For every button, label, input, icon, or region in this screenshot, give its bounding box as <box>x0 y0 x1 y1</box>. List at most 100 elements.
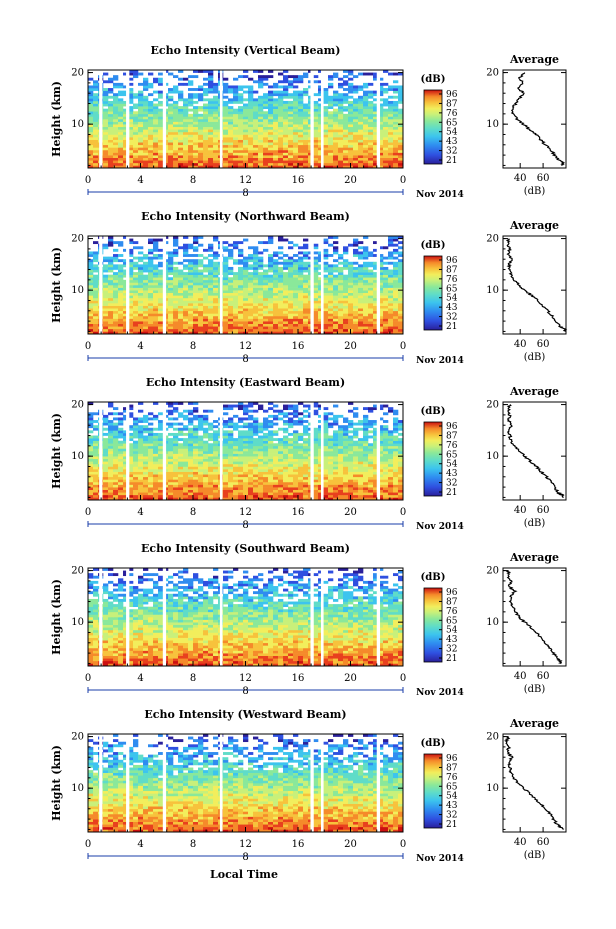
x-tick-label: 8 <box>190 839 196 850</box>
colorbar-tick-label: 21 <box>446 322 457 332</box>
colorbar-unit: (dB) <box>421 74 446 85</box>
colorbar-tick-label: 43 <box>446 469 458 479</box>
profile-y-tick-label: 10 <box>486 617 499 628</box>
data-gap <box>320 402 324 500</box>
heatmap-cells <box>88 236 404 335</box>
colorbar-tick-label: 32 <box>446 645 457 655</box>
colorbar-unit: (dB) <box>421 406 446 417</box>
colorbar-tick-label: 43 <box>446 801 458 811</box>
profile-frame <box>502 567 567 667</box>
x-tick-label: 8 <box>190 507 196 518</box>
data-gap <box>310 734 314 832</box>
x-tick-label: 20 <box>344 175 357 186</box>
data-gap <box>310 568 314 666</box>
date-label: Nov 2014 <box>416 522 464 532</box>
profile-x-tick-label: 60 <box>537 837 550 848</box>
profile-y-tick-label: 20 <box>486 400 499 411</box>
profile-y-tick-label: 20 <box>486 234 499 245</box>
colorbar-tick-label: 87 <box>446 265 458 275</box>
data-gap <box>162 402 167 500</box>
data-gap <box>310 236 314 334</box>
data-gap <box>320 70 324 168</box>
panel-title: Echo Intensity (Eastward Beam) <box>146 376 345 389</box>
x-tick-label: 20 <box>344 673 357 684</box>
y-axis-label: Height (km) <box>50 745 63 821</box>
x-tick-label: 20 <box>344 839 357 850</box>
colorbar <box>423 421 443 497</box>
heatmap-cells <box>88 70 404 169</box>
x-tick-label: 0 <box>85 673 91 684</box>
colorbar-tick-label: 96 <box>446 256 458 266</box>
data-gap <box>320 568 324 666</box>
heatmap-cells <box>88 734 404 833</box>
date-label: Nov 2014 <box>416 356 464 366</box>
colorbar-tick-label: 43 <box>446 303 458 313</box>
echo-panel-3: Echo Intensity (Southward Beam) 10 20 Heigh… <box>50 542 567 698</box>
colorbar-tick-label: 32 <box>446 479 457 489</box>
y-axis-label: Height (km) <box>50 579 63 655</box>
colorbar-tick-label: 76 <box>446 109 458 119</box>
profile-x-label: (dB) <box>524 518 546 529</box>
data-gap <box>162 236 167 334</box>
data-gap <box>162 568 167 666</box>
colorbar-tick-label: 87 <box>446 99 458 109</box>
x-tick-label: 16 <box>292 341 305 352</box>
x-tick-label: 4 <box>137 507 143 518</box>
x-tick-label: 12 <box>239 175 252 186</box>
data-gap <box>310 402 314 500</box>
y-tick-label: 20 <box>71 400 84 411</box>
colorbar-unit: (dB) <box>421 240 446 251</box>
profile-x-tick-label: 40 <box>514 837 527 848</box>
colorbar-tick-label: 65 <box>446 450 458 460</box>
profile-y-tick-label: 10 <box>486 285 499 296</box>
data-gap <box>99 568 103 666</box>
data-gap <box>219 568 223 666</box>
colorbar-tick-label: 32 <box>446 147 457 157</box>
colorbar-tick-label: 96 <box>446 90 458 100</box>
colorbar-tick-label: 54 <box>446 460 458 470</box>
colorbar <box>423 255 443 331</box>
profile-frame <box>502 235 567 335</box>
profile-x-tick-label: 60 <box>537 505 550 516</box>
day-marker: 8 <box>242 852 248 863</box>
profile-line <box>504 736 565 830</box>
profile-y-tick-label: 20 <box>486 566 499 577</box>
data-gap <box>126 402 130 500</box>
colorbar-tick-label: 32 <box>446 811 457 821</box>
data-gap <box>219 70 223 168</box>
y-tick-label: 20 <box>71 732 84 743</box>
x-tick-label: 0 <box>400 175 406 186</box>
x-tick-label: 4 <box>137 839 143 850</box>
panel-title: Echo Intensity (Westward Beam) <box>144 708 346 721</box>
profile-x-label: (dB) <box>524 352 546 363</box>
heatmap-cells <box>88 402 404 501</box>
profile-y-tick-label: 20 <box>486 68 499 79</box>
profile-x-label: (dB) <box>524 186 546 197</box>
y-tick-label: 10 <box>71 617 84 628</box>
colorbar-tick-label: 96 <box>446 754 458 764</box>
colorbar-tick-label: 96 <box>446 422 458 432</box>
colorbar-tick-label: 21 <box>446 820 457 830</box>
echo-panel-2: Echo Intensity (Eastward Beam) 10 20 Height… <box>50 376 567 532</box>
colorbar <box>423 89 443 165</box>
data-gap <box>99 70 103 168</box>
x-tick-label: 20 <box>344 507 357 518</box>
data-gap <box>219 236 223 334</box>
x-tick-label: 0 <box>400 673 406 684</box>
colorbar-tick-label: 43 <box>446 635 458 645</box>
day-marker: 8 <box>242 188 248 199</box>
profile-line <box>505 238 568 332</box>
data-gap <box>219 734 223 832</box>
y-tick-label: 10 <box>71 119 84 130</box>
colorbar-tick-label: 54 <box>446 792 458 802</box>
x-axis-label: Local Time <box>210 868 278 881</box>
y-tick-label: 10 <box>71 451 84 462</box>
colorbar-unit: (dB) <box>421 738 446 749</box>
profile-x-tick-label: 40 <box>514 671 527 682</box>
profile-y-tick-label: 10 <box>486 451 499 462</box>
profile-x-tick-label: 60 <box>537 173 550 184</box>
colorbar-tick-label: 32 <box>446 313 457 323</box>
x-tick-label: 0 <box>85 341 91 352</box>
data-gap <box>376 402 381 500</box>
